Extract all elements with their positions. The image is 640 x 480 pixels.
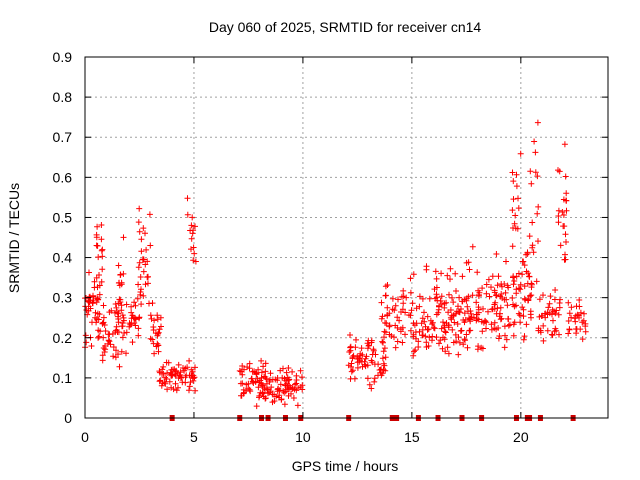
data-point-cluster	[115, 234, 127, 289]
x-tick-label: 10	[295, 429, 311, 445]
data-point-cluster	[509, 249, 535, 343]
data-point-cluster	[114, 296, 143, 357]
y-tick-label: 0.1	[53, 370, 73, 386]
data-point-cluster	[410, 263, 466, 298]
x-tick-label: 20	[513, 429, 529, 445]
y-axis-label: SRMTID / TECUs	[6, 183, 22, 293]
data-point-cluster	[378, 275, 415, 352]
data-point-cluster	[147, 300, 164, 357]
data-point-cluster	[463, 274, 517, 353]
data-point-cluster	[259, 365, 306, 409]
x-tick-label: 5	[190, 429, 198, 445]
y-tick-label: 0.6	[53, 169, 73, 185]
grid-lines	[85, 57, 608, 418]
data-point-cluster	[509, 150, 524, 293]
data-point-cluster	[156, 357, 199, 394]
y-tick-label: 0.5	[53, 209, 73, 225]
data-point-cluster	[345, 336, 389, 392]
y-tick-label: 0.7	[53, 129, 73, 145]
data-points	[82, 119, 589, 410]
data-point-cluster	[526, 119, 542, 318]
data-point-cluster	[93, 222, 106, 289]
data-point-cluster	[565, 297, 589, 343]
x-axis-label: GPS time / hours	[292, 458, 399, 474]
y-tick-label: 0.8	[53, 89, 73, 105]
y-tick-label: 0.3	[53, 290, 73, 306]
chart-title: Day 060 of 2025, SRMTID for receiver cn1…	[209, 19, 482, 35]
data-point-cluster	[99, 296, 123, 370]
x-tick-label: 0	[81, 429, 89, 445]
y-tick-label: 0.4	[53, 250, 73, 266]
data-point-cluster	[134, 205, 154, 308]
y-tick-label: 0	[64, 410, 72, 426]
data-point-cluster	[236, 357, 271, 410]
data-point-cluster	[184, 195, 199, 265]
data-point-cluster	[347, 332, 356, 367]
data-point-cluster	[535, 287, 563, 344]
data-point-cluster	[463, 243, 511, 299]
y-tick-label: 0.2	[53, 330, 73, 346]
data-point-cluster	[409, 286, 469, 359]
plot-frame	[84, 56, 609, 419]
axis-ticks: 0 0.1 0.2 0.3 0.4 0.5 0.6 0.7 0.8 0.9 0 5 10 15 20	[53, 49, 608, 445]
y-tick-label: 0.9	[53, 49, 73, 65]
x-tick-label: 15	[404, 429, 420, 445]
data-point-cluster	[555, 141, 570, 263]
